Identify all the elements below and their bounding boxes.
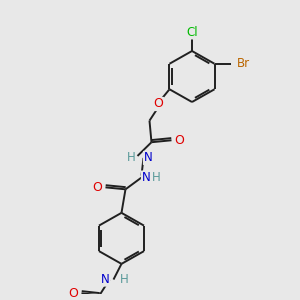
- Text: H: H: [127, 152, 136, 164]
- Text: N: N: [143, 152, 152, 164]
- Text: H: H: [119, 273, 128, 286]
- Text: H: H: [152, 171, 160, 184]
- Text: O: O: [68, 287, 78, 300]
- Text: O: O: [92, 181, 102, 194]
- Text: Br: Br: [236, 57, 250, 70]
- Text: N: N: [142, 171, 150, 184]
- Text: Cl: Cl: [186, 26, 198, 39]
- Text: O: O: [154, 98, 164, 110]
- Text: O: O: [175, 134, 184, 147]
- Text: N: N: [101, 273, 110, 286]
